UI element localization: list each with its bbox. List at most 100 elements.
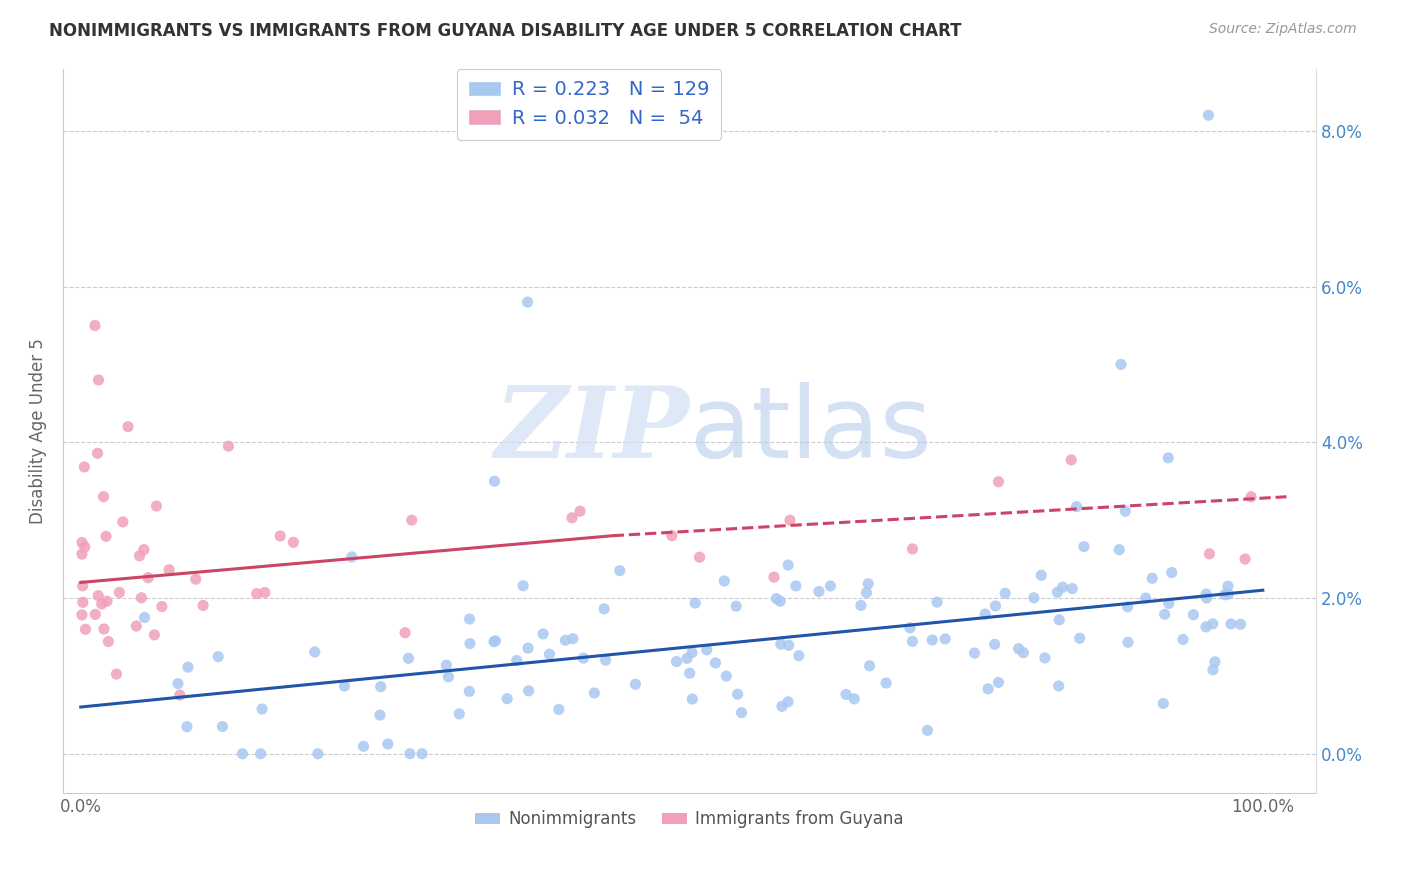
Point bbox=[512, 579, 534, 593]
Point bbox=[399, 747, 422, 761]
Point bbox=[73, 459, 96, 474]
Point bbox=[987, 475, 1010, 489]
Point bbox=[437, 670, 460, 684]
Point bbox=[689, 550, 711, 565]
Point bbox=[1171, 632, 1194, 647]
Point bbox=[340, 549, 363, 564]
Point bbox=[531, 627, 554, 641]
Point bbox=[90, 597, 112, 611]
Point bbox=[1022, 591, 1045, 605]
Point bbox=[856, 576, 879, 591]
Point bbox=[111, 515, 134, 529]
Point bbox=[93, 490, 115, 504]
Point bbox=[1033, 651, 1056, 665]
Point bbox=[778, 558, 800, 572]
Point bbox=[157, 563, 180, 577]
Point bbox=[75, 622, 97, 636]
Point bbox=[131, 591, 153, 605]
Point bbox=[145, 499, 167, 513]
Point bbox=[595, 653, 617, 667]
Point bbox=[1135, 591, 1157, 605]
Point bbox=[716, 669, 738, 683]
Point bbox=[1062, 582, 1084, 596]
Point bbox=[1060, 453, 1083, 467]
Point bbox=[250, 702, 273, 716]
Point bbox=[253, 585, 276, 599]
Point bbox=[368, 708, 391, 723]
Point bbox=[925, 595, 948, 609]
Point bbox=[249, 747, 271, 761]
Point bbox=[934, 632, 956, 646]
Point bbox=[96, 594, 118, 608]
Point bbox=[150, 599, 173, 614]
Point bbox=[679, 666, 702, 681]
Point bbox=[859, 658, 882, 673]
Point bbox=[1198, 547, 1220, 561]
Point bbox=[1152, 697, 1174, 711]
Point bbox=[917, 723, 939, 738]
Point bbox=[572, 651, 595, 665]
Point bbox=[901, 634, 924, 648]
Point bbox=[1140, 571, 1163, 585]
Point bbox=[921, 632, 943, 647]
Point bbox=[1108, 542, 1130, 557]
Point bbox=[394, 625, 416, 640]
Point bbox=[835, 687, 858, 701]
Point bbox=[676, 651, 699, 665]
Point bbox=[1195, 620, 1218, 634]
Point bbox=[1109, 358, 1132, 372]
Point bbox=[779, 513, 801, 527]
Point bbox=[143, 628, 166, 642]
Text: atlas: atlas bbox=[689, 382, 931, 479]
Point bbox=[1157, 596, 1180, 610]
Point bbox=[554, 633, 576, 648]
Point bbox=[70, 547, 93, 561]
Point bbox=[665, 655, 688, 669]
Point bbox=[901, 541, 924, 556]
Point bbox=[593, 602, 616, 616]
Point bbox=[785, 579, 807, 593]
Point bbox=[538, 647, 561, 661]
Point bbox=[125, 619, 148, 633]
Point bbox=[569, 504, 592, 518]
Point bbox=[1202, 616, 1225, 631]
Point bbox=[763, 570, 786, 584]
Point bbox=[983, 637, 1005, 651]
Point bbox=[855, 585, 877, 599]
Point bbox=[70, 607, 93, 622]
Point bbox=[482, 634, 505, 648]
Point bbox=[1114, 504, 1136, 518]
Point bbox=[778, 695, 800, 709]
Point bbox=[411, 747, 433, 761]
Point bbox=[1069, 632, 1091, 646]
Point bbox=[496, 691, 519, 706]
Point bbox=[1234, 552, 1257, 566]
Point bbox=[696, 642, 718, 657]
Point bbox=[769, 594, 792, 608]
Point bbox=[704, 656, 727, 670]
Point bbox=[84, 318, 107, 333]
Point bbox=[304, 645, 326, 659]
Point bbox=[681, 646, 703, 660]
Point bbox=[217, 439, 239, 453]
Point bbox=[307, 747, 329, 761]
Point bbox=[681, 692, 703, 706]
Point bbox=[506, 654, 529, 668]
Point bbox=[1116, 599, 1139, 614]
Point bbox=[1073, 540, 1095, 554]
Text: NONIMMIGRANTS VS IMMIGRANTS FROM GUYANA DISABILITY AGE UNDER 5 CORRELATION CHART: NONIMMIGRANTS VS IMMIGRANTS FROM GUYANA … bbox=[49, 22, 962, 40]
Point bbox=[97, 634, 120, 648]
Point bbox=[177, 660, 200, 674]
Point bbox=[987, 675, 1010, 690]
Point bbox=[117, 419, 139, 434]
Point bbox=[134, 610, 156, 624]
Point bbox=[108, 585, 131, 599]
Point bbox=[167, 676, 190, 690]
Point bbox=[398, 651, 420, 665]
Text: Source: ZipAtlas.com: Source: ZipAtlas.com bbox=[1209, 22, 1357, 37]
Point bbox=[517, 683, 540, 698]
Point bbox=[1153, 607, 1175, 622]
Point bbox=[377, 737, 399, 751]
Point bbox=[1213, 588, 1236, 602]
Point bbox=[184, 572, 207, 586]
